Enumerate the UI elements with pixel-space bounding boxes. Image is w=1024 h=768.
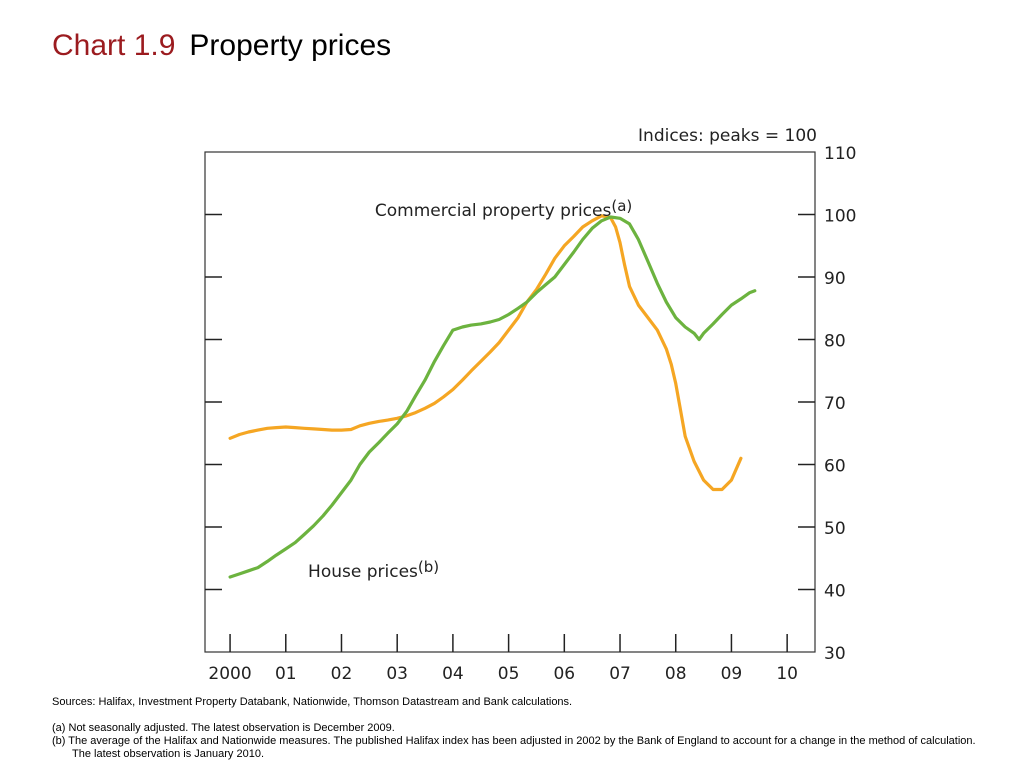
- series-label-superscript: (a): [611, 197, 632, 215]
- x-tick-label: 2000: [208, 664, 251, 684]
- series-label-superscript: (b): [418, 558, 439, 576]
- series-line-commercial-property: [228, 214, 743, 492]
- y-tick-label: 80: [824, 332, 846, 352]
- chart-notes: Sources: Halifax, Investment Property Da…: [52, 696, 992, 761]
- chart-title: Chart 1.9 Property prices: [52, 28, 391, 64]
- chart-title-text: Property prices: [189, 29, 392, 62]
- series-label-name: House prices: [308, 562, 418, 582]
- x-tick-label: 05: [498, 664, 520, 684]
- y-tick-label: 70: [824, 394, 846, 414]
- sources-note: Sources: Halifax, Investment Property Da…: [52, 696, 573, 708]
- series-label-name: Commercial property prices: [375, 201, 612, 221]
- y-axis-title: Indices: peaks = 100: [638, 126, 817, 146]
- x-tick-label: 03: [386, 664, 408, 684]
- x-tick-label: 09: [721, 664, 743, 684]
- footnote-a: (a) Not seasonally adjusted. The latest …: [52, 722, 395, 734]
- x-tick-label: 07: [609, 664, 631, 684]
- x-tick-label: 04: [442, 664, 464, 684]
- chart: 30 40 50 60 70 80 90 100 110 2000 01 02 03 04 05 06 07 08…: [204, 126, 856, 684]
- series-label: Commercial property prices(a): [375, 197, 632, 221]
- chart-number: Chart 1.9: [52, 29, 176, 62]
- series-label: House prices(b): [308, 558, 439, 582]
- y-tick-label: 40: [824, 582, 846, 602]
- y-tick-label: 60: [824, 457, 846, 477]
- y-tick-label: 110: [824, 144, 856, 164]
- x-tick-label: 10: [776, 664, 798, 684]
- series-line-house-prices: [228, 215, 757, 579]
- y-tick-label: 50: [824, 519, 846, 539]
- x-tick-label: 08: [665, 664, 687, 684]
- y-tick-label: 30: [824, 644, 846, 664]
- y-tick-label: 100: [824, 207, 856, 227]
- x-tick-label: 02: [331, 664, 353, 684]
- footnote-b: (b) The average of the Halifax and Natio…: [52, 735, 976, 760]
- x-tick-label: 01: [275, 664, 297, 684]
- plot-frame: [204, 151, 816, 653]
- x-tick-label: 06: [553, 664, 575, 684]
- y-tick-label: 90: [824, 269, 846, 289]
